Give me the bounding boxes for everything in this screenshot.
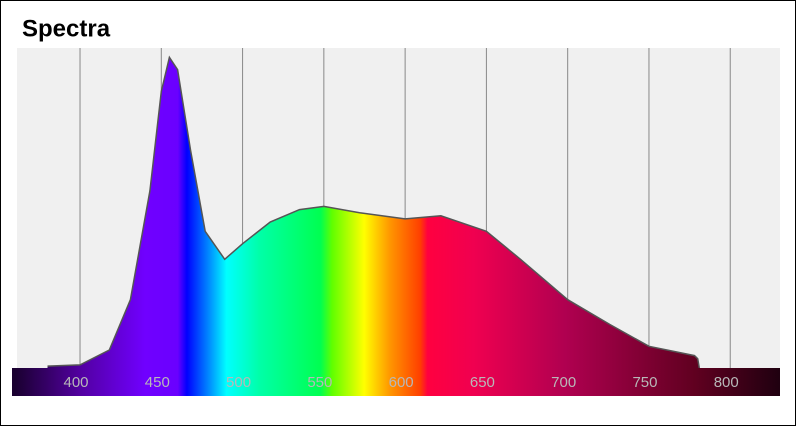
x-tick-label: 450	[145, 374, 170, 391]
x-tick-label: 600	[389, 374, 414, 391]
x-tick-label: 650	[470, 374, 495, 391]
x-tick-label: 500	[226, 374, 251, 391]
x-tick-label: 550	[307, 374, 332, 391]
spectrum-line	[47, 55, 701, 369]
x-tick-label: 750	[632, 374, 657, 391]
x-tick-label: 800	[714, 374, 739, 391]
chart-title: Spectra	[22, 15, 111, 42]
x-tick-label: 700	[551, 374, 576, 391]
x-tick-label: 400	[64, 374, 89, 391]
spectrum-bar	[12, 368, 780, 396]
spectrum-area	[47, 57, 700, 369]
